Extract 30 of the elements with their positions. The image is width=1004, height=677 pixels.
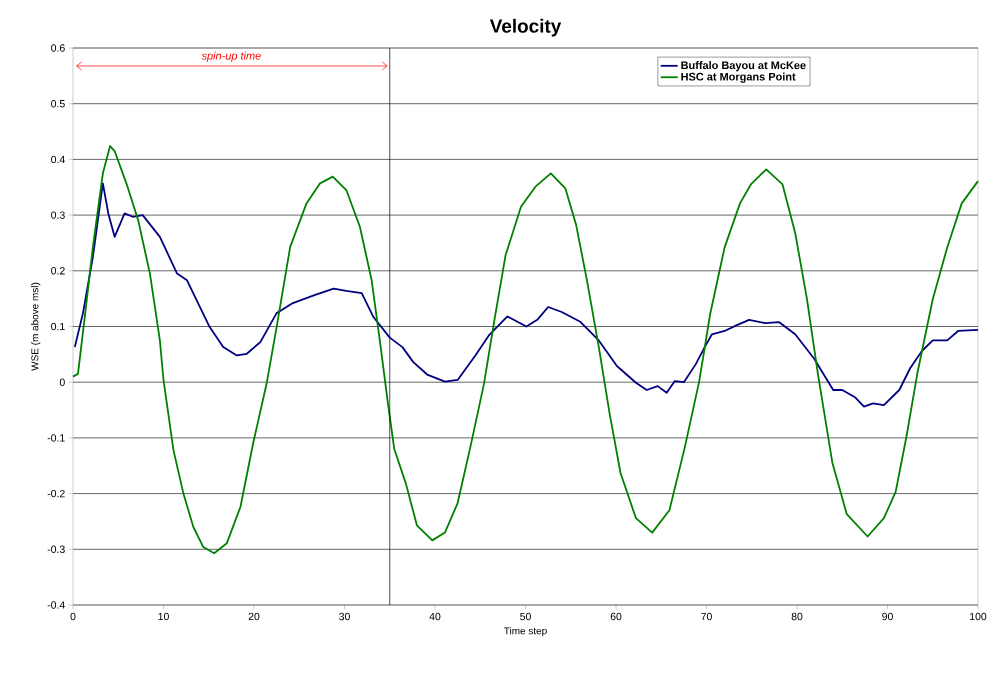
chart-title: Velocity (489, 18, 562, 37)
x-tick-label: 60 (610, 612, 622, 621)
line-series (72, 145, 979, 555)
annotation: spin-up time (201, 51, 261, 62)
x-tick-label: 10 (158, 612, 169, 621)
x-axis-title: Time step (504, 627, 547, 637)
legend-label: Buffalo Bayou at McKee (681, 61, 806, 72)
x-tick-label: 70 (701, 612, 712, 621)
x-tick-label: 30 (339, 612, 350, 621)
y-tick-label: 0.6 (51, 44, 65, 52)
y-tick-label: -0.2 (47, 489, 65, 498)
x-tick-label: 50 (520, 612, 531, 621)
y-axis-title: WSE (m above msl) (31, 282, 41, 371)
y-tick-label: 0 (59, 378, 65, 386)
x-tick-label: 80 (791, 612, 803, 621)
y-tick-label: 0.2 (51, 267, 65, 275)
y-tick-label: -0.1 (47, 434, 65, 442)
y-tick-label: -0.3 (47, 545, 65, 554)
x-tick-label: 100 (970, 612, 987, 621)
x-tick-label: 20 (248, 612, 260, 621)
legend-label: HSC at Morgans Point (681, 72, 796, 83)
line-series (73, 182, 979, 408)
y-tick-label: 0.1 (51, 322, 65, 331)
x-tick-label: 40 (429, 612, 441, 621)
y-tick-label: 0.5 (51, 100, 65, 108)
y-tick-label: 0.3 (51, 211, 65, 219)
y-tick-label: 0.4 (51, 155, 65, 164)
x-tick-label: 90 (882, 612, 893, 621)
x-tick-label: 0 (70, 612, 76, 621)
y-tick-label: -0.4 (47, 601, 65, 609)
